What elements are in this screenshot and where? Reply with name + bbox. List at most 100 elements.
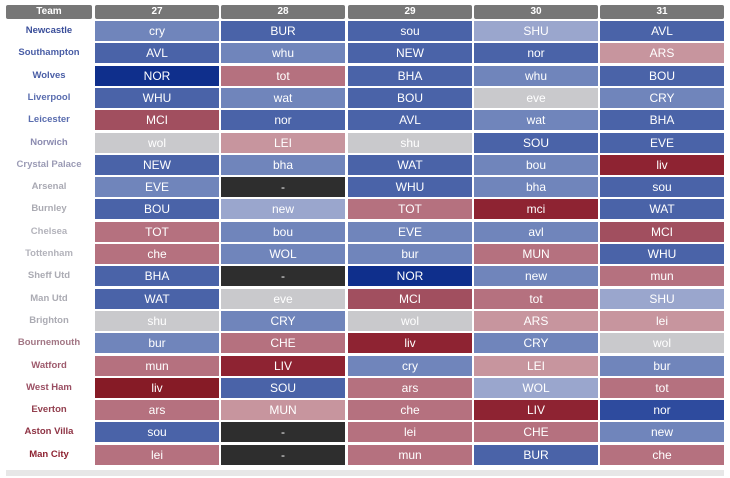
team-name: Newcastle — [25, 25, 73, 36]
fixture-cell: lei — [348, 422, 472, 442]
fixture-cell: whu — [474, 66, 598, 86]
fixture-cell: CHE — [474, 422, 598, 442]
fixture-cell: MCI — [348, 289, 472, 309]
team-name: Everton — [31, 404, 67, 415]
fixture-cell: SHU — [600, 289, 724, 309]
team-name: Southampton — [18, 47, 80, 58]
fixture-cell: - — [221, 445, 345, 465]
fixture-cell: lei — [95, 445, 219, 465]
team-name: Norwich — [30, 137, 68, 148]
fixture-cell: BHA — [348, 66, 472, 86]
team-name: West Ham — [26, 382, 72, 393]
fixture-cell: BUR — [474, 445, 598, 465]
fixture-cell: bur — [348, 244, 472, 264]
team-name: Man City — [29, 449, 69, 460]
fixture-cell: WOL — [474, 378, 598, 398]
fixture-cell: lei — [600, 311, 724, 331]
fixture-cell: NEW — [348, 43, 472, 63]
fixture-cell: new — [221, 199, 345, 219]
fixture-cell: LEI — [221, 133, 345, 153]
team-name: Aston Villa — [24, 426, 74, 437]
team-name: Burnley — [31, 203, 67, 214]
team-name: Leicester — [28, 114, 70, 125]
fixture-cell: TOT — [348, 199, 472, 219]
gameweek-header: 31 — [600, 5, 724, 19]
fixture-cell: BOU — [95, 199, 219, 219]
fixture-cell: shu — [348, 133, 472, 153]
fixture-cell: mun — [95, 356, 219, 376]
fixture-cell: wol — [348, 311, 472, 331]
fixture-cell: ars — [95, 400, 219, 420]
fixture-cell: sou — [95, 422, 219, 442]
fixture-cell: mun — [348, 445, 472, 465]
fixture-cell: LIV — [221, 356, 345, 376]
fixture-cell: MCI — [600, 222, 724, 242]
team-name: Watford — [31, 360, 67, 371]
fixture-cell: CRY — [221, 311, 345, 331]
fixture-cell: liv — [95, 378, 219, 398]
fixture-cell: EVE — [348, 222, 472, 242]
fixture-cell: MCI — [95, 110, 219, 130]
fixture-cell: avl — [474, 222, 598, 242]
fixture-cell: wol — [600, 333, 724, 353]
fixture-cell: ars — [348, 378, 472, 398]
gameweek-header: 30 — [474, 5, 598, 19]
fixture-cell: nor — [600, 400, 724, 420]
fixture-cell: new — [600, 422, 724, 442]
gameweek-header: 29 — [348, 5, 472, 19]
fixture-cell: bha — [474, 177, 598, 197]
team-name: Bournemouth — [17, 337, 81, 348]
fixture-cell: sou — [600, 177, 724, 197]
fixture-cell: liv — [348, 333, 472, 353]
fixture-cell: CHE — [221, 333, 345, 353]
fixture-cell: NOR — [95, 66, 219, 86]
team-name: Crystal Palace — [16, 159, 82, 170]
fixture-cell: - — [221, 422, 345, 442]
fixture-cell: WAT — [600, 199, 724, 219]
fixture-cell: EVE — [600, 133, 724, 153]
fixture-cell: AVL — [95, 43, 219, 63]
fixture-cell: whu — [221, 43, 345, 63]
fixture-cell: WHU — [600, 244, 724, 264]
team-name: Chelsea — [30, 226, 68, 237]
fixture-cell: bur — [600, 356, 724, 376]
team-column-header: Team — [6, 5, 92, 19]
fixture-cell: CRY — [474, 333, 598, 353]
fixture-cell: ARS — [600, 43, 724, 63]
fixture-cell: tot — [221, 66, 345, 86]
team-name: Liverpool — [27, 92, 71, 103]
team-name: Man Utd — [30, 293, 68, 304]
fixture-cell: sou — [348, 21, 472, 41]
team-name: Tottenham — [25, 248, 73, 259]
fixture-cell: wat — [221, 88, 345, 108]
fixture-cell: MUN — [221, 400, 345, 420]
fixture-cell: SHU — [474, 21, 598, 41]
fixture-cell: BHA — [95, 266, 219, 286]
fixture-cell: BUR — [221, 21, 345, 41]
fixture-cell: cry — [348, 356, 472, 376]
fixture-cell: EVE — [95, 177, 219, 197]
fixture-cell: LIV — [474, 400, 598, 420]
fixture-cell: bou — [221, 222, 345, 242]
fixture-cell: LEI — [474, 356, 598, 376]
fixture-cell: BHA — [600, 110, 724, 130]
fixture-cell: WHU — [95, 88, 219, 108]
team-name: Wolves — [32, 70, 66, 81]
fixture-cell: wat — [474, 110, 598, 130]
fixture-cell: WHU — [348, 177, 472, 197]
fixture-cell: che — [600, 445, 724, 465]
fixture-cell: liv — [600, 155, 724, 175]
fixture-cell: CRY — [600, 88, 724, 108]
fixture-cell: tot — [600, 378, 724, 398]
fixture-cell: NEW — [95, 155, 219, 175]
fixture-cell: new — [474, 266, 598, 286]
fixture-cell: BOU — [600, 66, 724, 86]
fixture-cell: AVL — [600, 21, 724, 41]
team-name: Sheff Utd — [27, 270, 71, 281]
fixture-cell: bou — [474, 155, 598, 175]
fixture-cell: ARS — [474, 311, 598, 331]
fixture-cell: - — [221, 266, 345, 286]
fixture-cell: AVL — [348, 110, 472, 130]
fixture-cell: bur — [95, 333, 219, 353]
team-name: Arsenal — [31, 181, 67, 192]
